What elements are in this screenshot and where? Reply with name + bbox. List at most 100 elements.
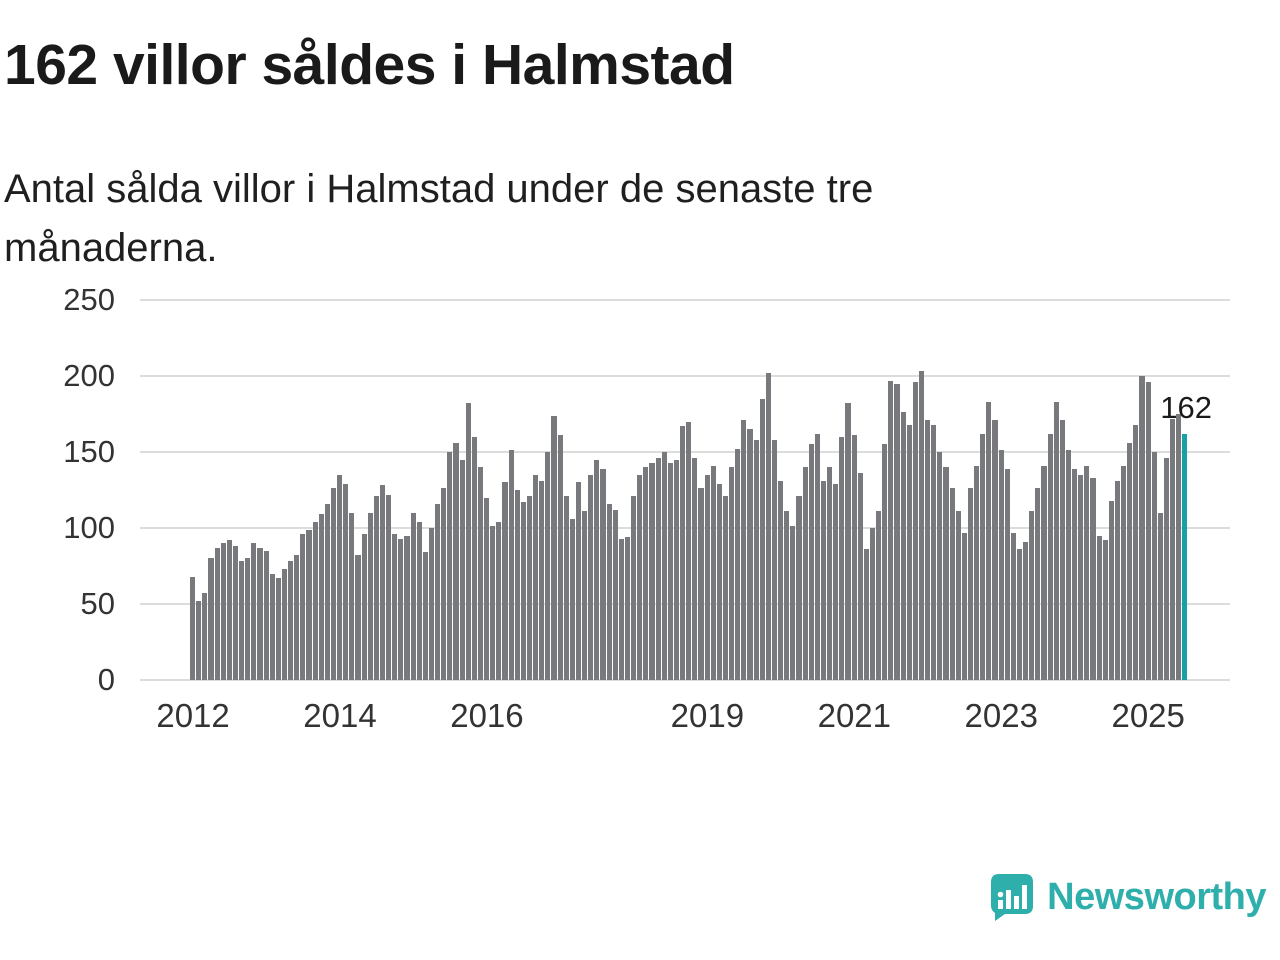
gridline <box>140 375 1230 377</box>
bar <box>667 462 673 680</box>
bar <box>508 450 514 680</box>
bar <box>716 483 722 680</box>
highlighted-bar <box>1182 433 1188 680</box>
y-axis-label: 50 <box>80 586 115 621</box>
bar <box>1114 480 1120 680</box>
bar <box>894 383 900 680</box>
newsworthy-icon <box>991 874 1034 921</box>
bar <box>1035 488 1041 680</box>
bar <box>582 511 588 680</box>
bar <box>422 552 428 680</box>
bar <box>1072 468 1078 680</box>
bar <box>398 538 404 680</box>
bar <box>1145 382 1151 680</box>
bar <box>631 496 637 680</box>
bar <box>967 488 973 680</box>
bar <box>876 511 882 680</box>
bar <box>686 421 692 680</box>
bar <box>753 439 759 680</box>
bar <box>778 480 784 680</box>
bar <box>477 467 483 680</box>
bar <box>759 398 765 680</box>
newsworthy-wordmark: Newsworthy <box>1047 875 1266 918</box>
bar <box>490 526 496 680</box>
bar <box>729 467 735 680</box>
bar <box>1127 442 1133 680</box>
bar <box>594 459 600 680</box>
bar <box>698 488 704 680</box>
bar <box>1059 420 1065 680</box>
bar <box>1010 532 1016 680</box>
bar <box>624 537 630 680</box>
bar <box>1157 512 1163 680</box>
gridline <box>140 679 1230 681</box>
bar <box>600 468 606 680</box>
bar <box>306 529 312 680</box>
bar <box>502 482 508 680</box>
bar <box>839 436 845 680</box>
y-axis-label: 150 <box>63 434 115 469</box>
bar <box>918 371 924 680</box>
bar <box>741 420 747 680</box>
bar <box>1096 535 1102 680</box>
bar <box>949 488 955 680</box>
bar <box>465 403 471 680</box>
bar <box>992 420 998 680</box>
bar <box>1023 541 1029 680</box>
bar <box>765 372 771 680</box>
bar <box>281 569 287 680</box>
bar <box>1041 465 1047 680</box>
bar <box>808 444 814 680</box>
bar <box>471 436 477 680</box>
bar <box>526 496 532 680</box>
bar <box>722 496 728 680</box>
y-axis: 0 50 100 150 200 250 <box>20 282 115 697</box>
bar <box>925 420 931 680</box>
bar <box>1170 418 1176 680</box>
bar <box>1151 452 1157 680</box>
bar <box>373 496 379 680</box>
bar <box>239 561 245 680</box>
bar <box>349 512 355 680</box>
bar <box>1121 465 1127 680</box>
bar <box>612 509 618 680</box>
bar <box>288 561 294 680</box>
bar <box>190 576 196 680</box>
bar <box>637 474 643 680</box>
bar <box>680 426 686 680</box>
bar <box>263 550 269 680</box>
gridline <box>140 299 1230 301</box>
bar <box>428 528 434 680</box>
x-axis-label: 2023 <box>964 697 1038 734</box>
bar <box>251 543 257 680</box>
bar <box>845 403 851 680</box>
bar <box>1090 477 1096 680</box>
bar <box>784 511 790 680</box>
bar <box>226 540 232 680</box>
bar <box>1139 376 1145 680</box>
bar <box>1078 474 1084 680</box>
bar <box>551 415 557 680</box>
bar <box>618 538 624 680</box>
bar <box>1102 540 1108 680</box>
bar <box>386 494 392 680</box>
bar <box>1016 549 1022 680</box>
bar <box>912 382 918 680</box>
bar <box>367 512 373 680</box>
bar <box>441 488 447 680</box>
bar <box>1084 465 1090 680</box>
bar <box>453 442 459 680</box>
bar <box>220 543 226 680</box>
bar <box>802 467 808 680</box>
bar <box>330 488 336 680</box>
bar <box>435 503 441 680</box>
bar <box>196 600 202 680</box>
bar <box>257 547 263 680</box>
bar <box>337 474 343 680</box>
bar <box>649 462 655 680</box>
bar <box>796 496 802 680</box>
bar <box>514 490 520 680</box>
bar <box>410 512 416 680</box>
bar <box>673 459 679 680</box>
